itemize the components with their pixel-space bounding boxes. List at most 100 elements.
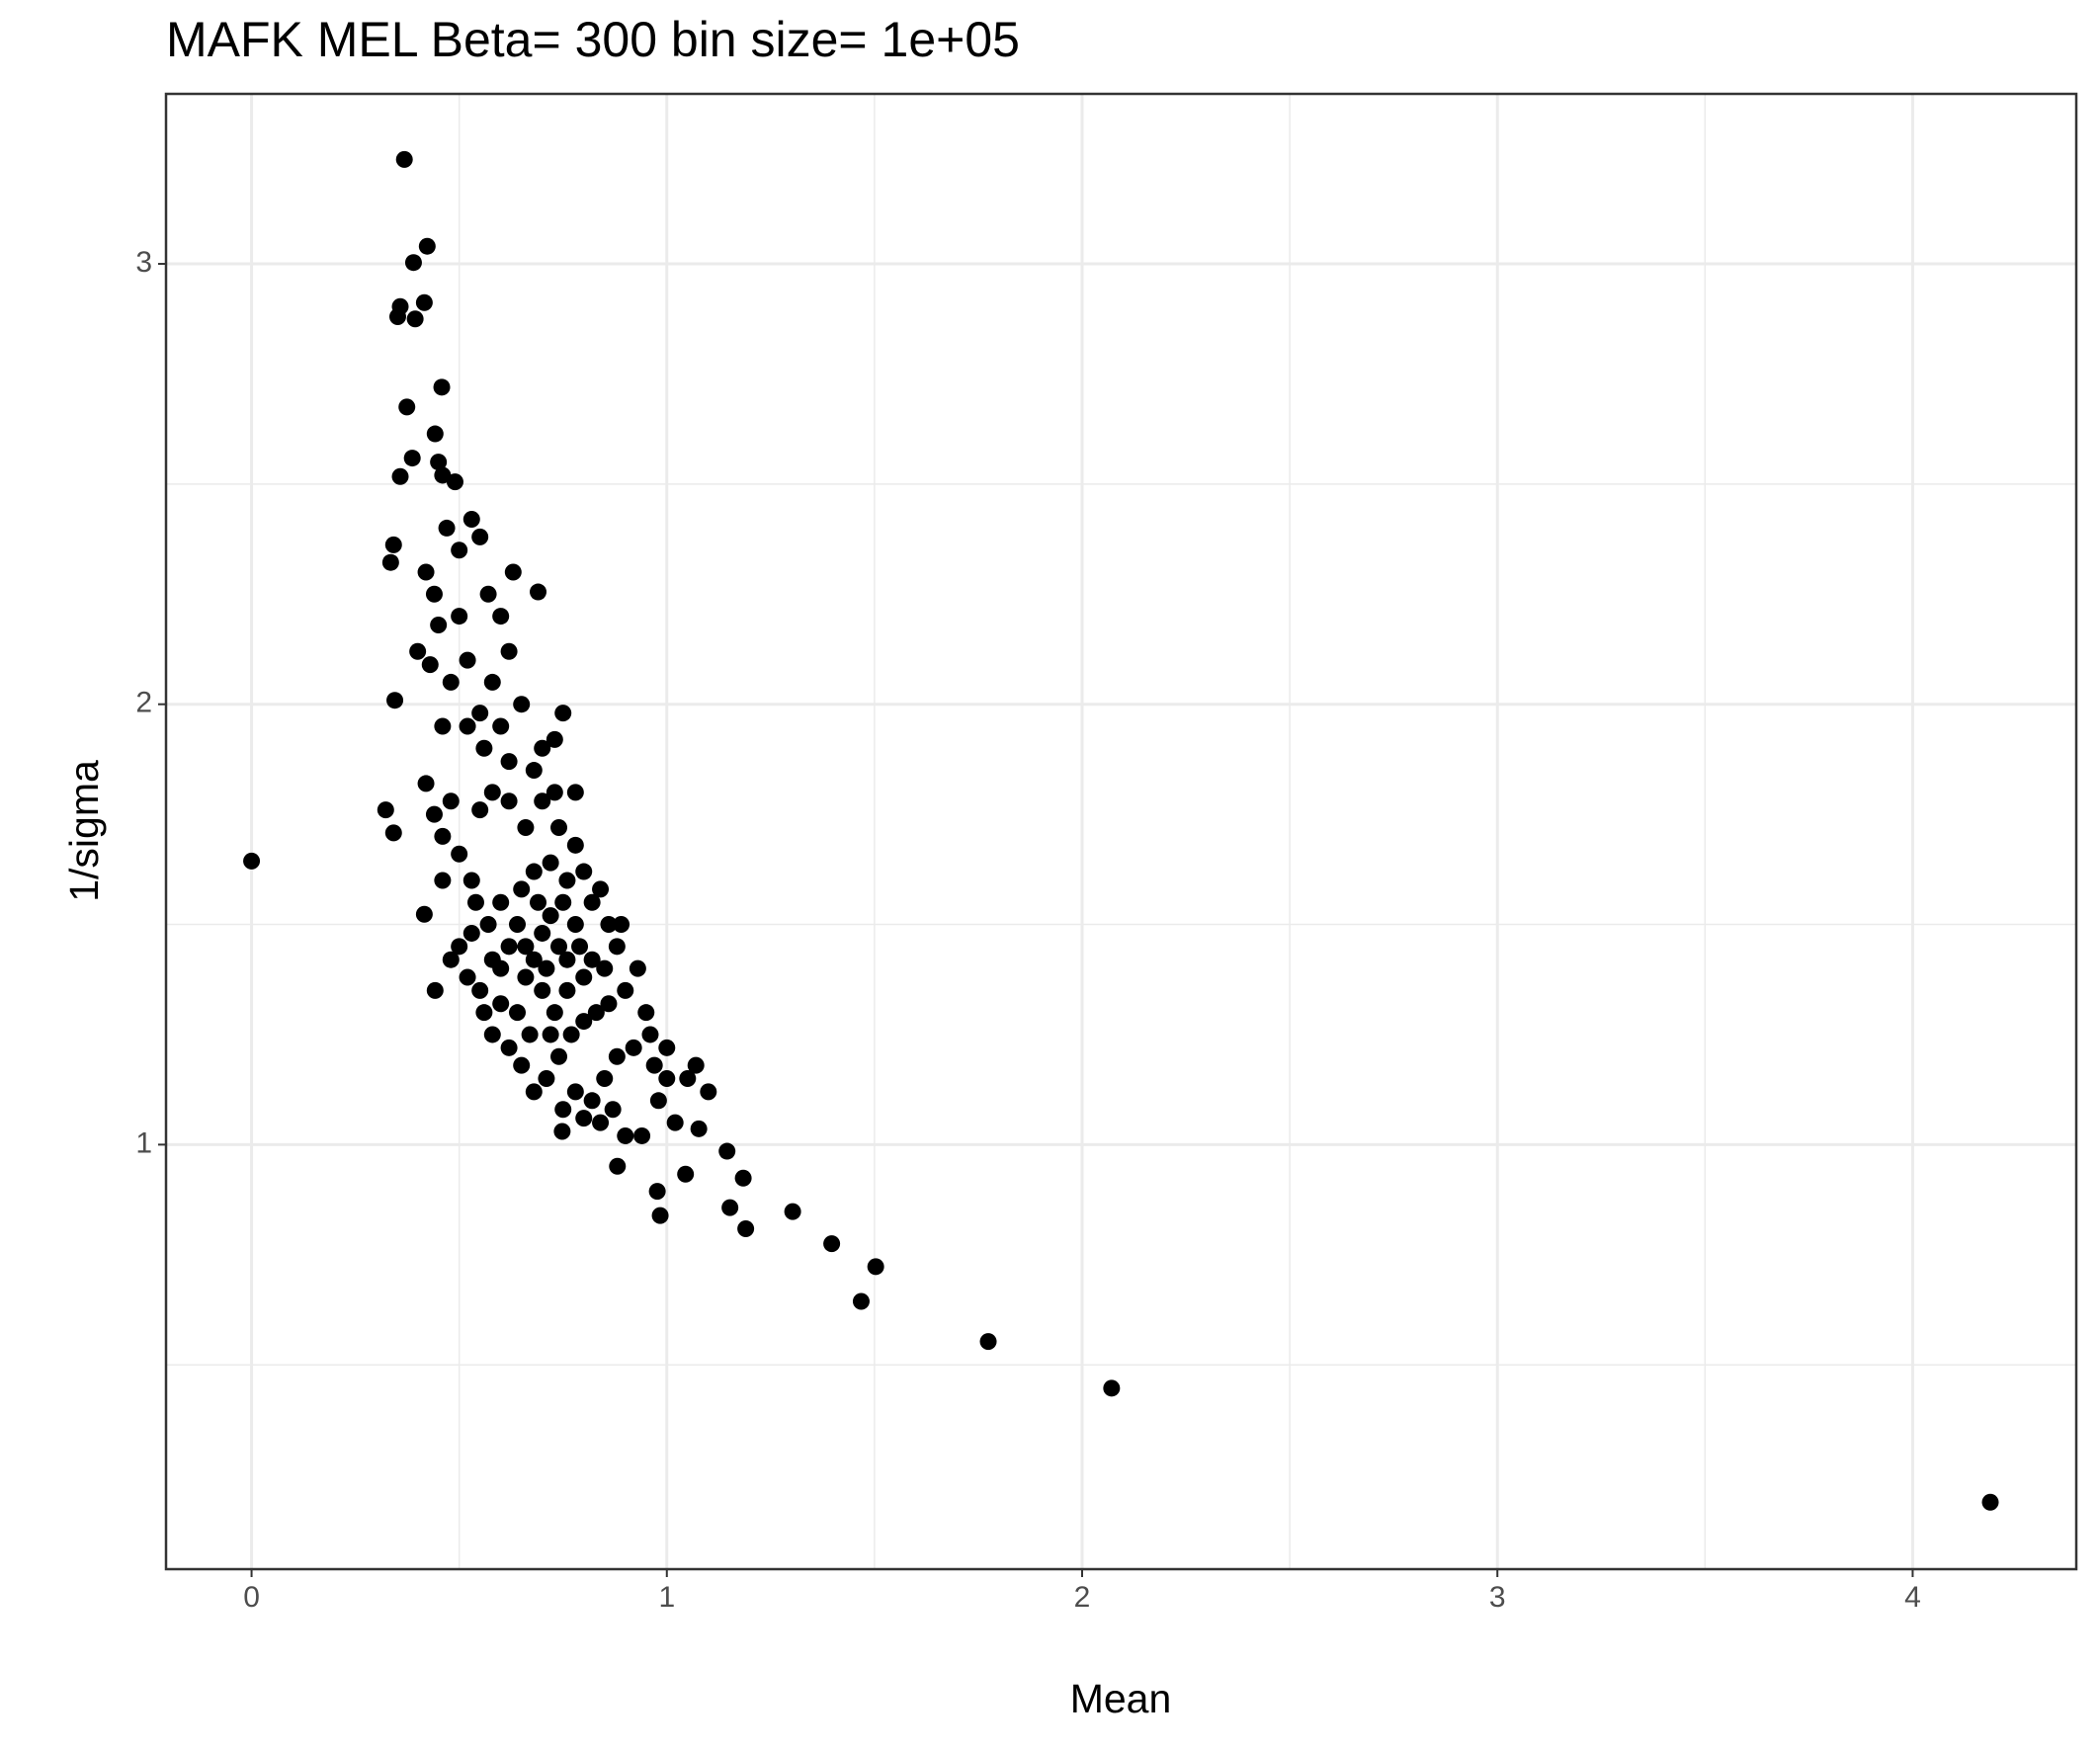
- point: [426, 425, 444, 443]
- point: [718, 1142, 736, 1160]
- point: [648, 1183, 666, 1201]
- point: [558, 872, 576, 889]
- point: [583, 951, 601, 968]
- point: [575, 1013, 593, 1031]
- point: [979, 1333, 997, 1351]
- panel-border: [164, 92, 2078, 1571]
- point: [462, 924, 480, 942]
- y-tick-label: 1: [135, 1126, 152, 1159]
- point: [483, 673, 501, 691]
- point: [604, 1101, 622, 1119]
- point: [417, 775, 435, 792]
- point: [492, 995, 510, 1013]
- y-tick-label: 2: [135, 687, 152, 719]
- point: [418, 237, 436, 255]
- point: [500, 792, 518, 810]
- point: [566, 916, 584, 934]
- point: [500, 938, 518, 956]
- point: [784, 1203, 801, 1220]
- point: [571, 938, 589, 956]
- y-axis-title: 1/sigma: [61, 760, 107, 902]
- point: [592, 1114, 610, 1131]
- point: [398, 398, 416, 416]
- point: [538, 1070, 555, 1088]
- point: [633, 1126, 651, 1144]
- point: [550, 1047, 568, 1065]
- point: [509, 1004, 527, 1022]
- point: [600, 916, 618, 934]
- x-tick-label: 0: [243, 1581, 260, 1614]
- x-tick-label: 1: [658, 1581, 675, 1614]
- point: [471, 801, 489, 819]
- point: [550, 818, 568, 836]
- point: [395, 150, 413, 168]
- point: [483, 951, 501, 968]
- point: [459, 651, 476, 669]
- point: [596, 959, 614, 977]
- x-tick-label: 3: [1489, 1581, 1506, 1614]
- point: [462, 872, 480, 889]
- point: [434, 872, 452, 889]
- point: [1103, 1379, 1121, 1397]
- point: [504, 563, 522, 581]
- point: [509, 916, 527, 934]
- point: [243, 852, 261, 870]
- point: [430, 454, 448, 471]
- point: [566, 836, 584, 854]
- point: [442, 673, 460, 691]
- point: [434, 717, 452, 735]
- point: [546, 1004, 563, 1022]
- point: [575, 968, 593, 986]
- point: [823, 1235, 841, 1253]
- point: [852, 1292, 870, 1310]
- point: [462, 511, 480, 529]
- point: [384, 536, 402, 553]
- point: [534, 924, 551, 942]
- point: [600, 995, 618, 1013]
- point: [608, 938, 626, 956]
- point: [550, 938, 568, 956]
- point: [517, 968, 535, 986]
- point: [649, 1092, 667, 1110]
- point: [451, 938, 468, 956]
- point: [513, 696, 531, 713]
- point: [525, 762, 543, 780]
- point: [442, 792, 460, 810]
- point: [546, 730, 563, 748]
- point: [690, 1120, 708, 1137]
- point: [721, 1199, 739, 1216]
- point: [459, 717, 476, 735]
- point: [479, 585, 497, 603]
- point: [451, 542, 468, 559]
- point: [483, 784, 501, 801]
- point: [417, 563, 435, 581]
- point: [538, 959, 555, 977]
- point: [403, 450, 421, 467]
- point: [500, 642, 518, 660]
- point: [471, 705, 489, 722]
- y-tick-label: 3: [135, 246, 152, 279]
- point: [381, 553, 399, 571]
- point: [617, 981, 634, 999]
- point: [386, 692, 404, 709]
- point: [521, 1026, 539, 1043]
- point: [500, 1039, 518, 1056]
- point: [406, 310, 424, 328]
- point: [637, 1004, 655, 1022]
- point: [679, 1070, 697, 1088]
- point: [583, 1092, 601, 1110]
- point: [629, 959, 646, 977]
- point: [666, 1114, 684, 1131]
- point: [700, 1083, 717, 1101]
- point: [534, 739, 551, 757]
- point: [575, 863, 593, 880]
- point: [534, 981, 551, 999]
- point: [651, 1207, 669, 1224]
- point: [1981, 1493, 1999, 1511]
- point: [517, 938, 535, 956]
- point: [677, 1165, 695, 1183]
- point: [434, 466, 452, 484]
- point: [608, 1047, 626, 1065]
- point: [687, 1056, 705, 1074]
